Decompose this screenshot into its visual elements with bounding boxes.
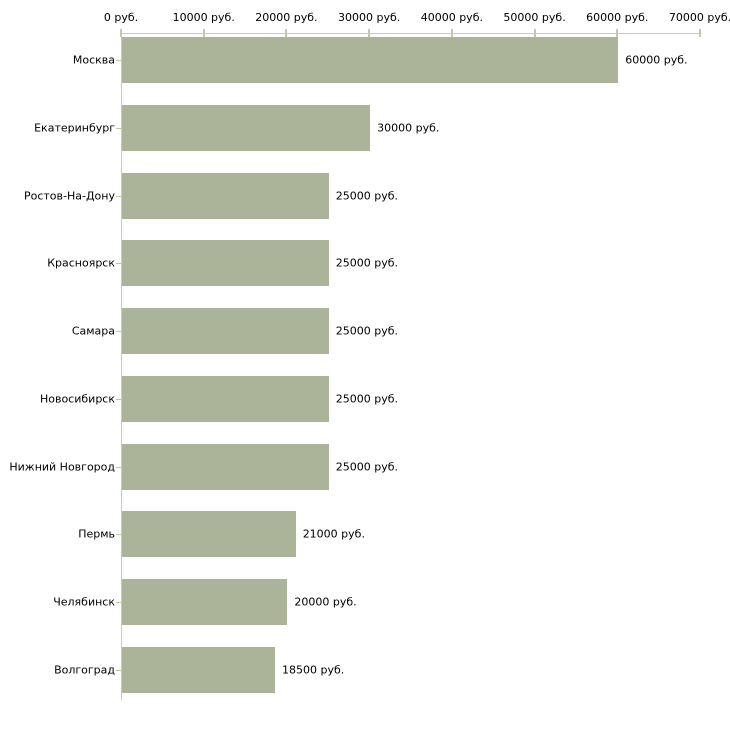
x-axis-tick-label: 70000 руб. [668, 11, 730, 24]
y-axis-tick [116, 128, 121, 129]
value-label: 25000 руб. [335, 256, 399, 270]
y-axis-line [121, 33, 122, 700]
category-label: Екатеринбург [34, 121, 115, 135]
category-label: Новосибирск [39, 392, 115, 406]
x-axis-tick [120, 29, 122, 37]
category-label: Красноярск [47, 256, 115, 270]
x-axis-tick-label: 20000 руб. [255, 11, 318, 24]
category-label: Ростов-На-Дону [23, 189, 115, 203]
bar [122, 375, 329, 422]
x-axis-tick [202, 29, 205, 37]
category-label: Нижний Новгород [9, 460, 115, 473]
value-label: 25000 руб. [335, 460, 399, 473]
category-label: Челябинск [53, 595, 115, 609]
y-axis-tick [116, 467, 121, 468]
category-label: Самара [71, 324, 115, 338]
y-axis-tick [116, 331, 121, 332]
bar [122, 646, 276, 693]
x-axis-tick [368, 29, 371, 37]
x-axis-tick-label: 10000 руб. [172, 11, 235, 24]
value-label: 25000 руб. [335, 189, 399, 203]
category-label: Москва [72, 53, 115, 67]
bar [122, 240, 329, 287]
bar [122, 443, 329, 490]
value-label: 20000 руб. [294, 595, 357, 609]
bar [122, 172, 329, 219]
x-axis-tick [450, 29, 453, 37]
x-axis-tick-label: 60000 руб. [586, 11, 649, 24]
value-label: 25000 руб. [335, 392, 399, 406]
value-label: 60000 руб. [625, 53, 688, 67]
category-label: Пермь [78, 527, 115, 541]
bar [122, 105, 371, 151]
value-label: 30000 руб. [377, 121, 440, 135]
x-axis-tick [533, 29, 536, 37]
x-axis-tick [285, 29, 288, 37]
y-axis-tick [116, 399, 121, 400]
bar [122, 308, 329, 355]
y-axis-tick [116, 60, 121, 61]
y-axis-tick [116, 602, 121, 603]
y-axis-tick [116, 196, 121, 197]
y-axis-tick [116, 534, 121, 535]
x-axis-tick-label: 50000 руб. [503, 11, 566, 24]
x-axis-line [121, 33, 701, 34]
x-axis-tick [616, 29, 619, 37]
y-axis-tick [116, 670, 121, 671]
y-axis-tick [116, 263, 121, 264]
x-axis-tick-label: 0 руб. [103, 11, 139, 24]
bar [122, 511, 296, 558]
x-axis-tick-label: 40000 руб. [420, 11, 483, 24]
x-axis-tick [699, 29, 701, 37]
x-axis-tick-label: 30000 руб. [338, 11, 401, 24]
value-label: 21000 руб. [302, 527, 365, 541]
category-label: Волгоград [54, 663, 115, 677]
value-label: 25000 руб. [335, 324, 399, 338]
bar [122, 37, 619, 84]
value-label: 18500 руб. [282, 663, 345, 677]
bar [122, 578, 288, 625]
